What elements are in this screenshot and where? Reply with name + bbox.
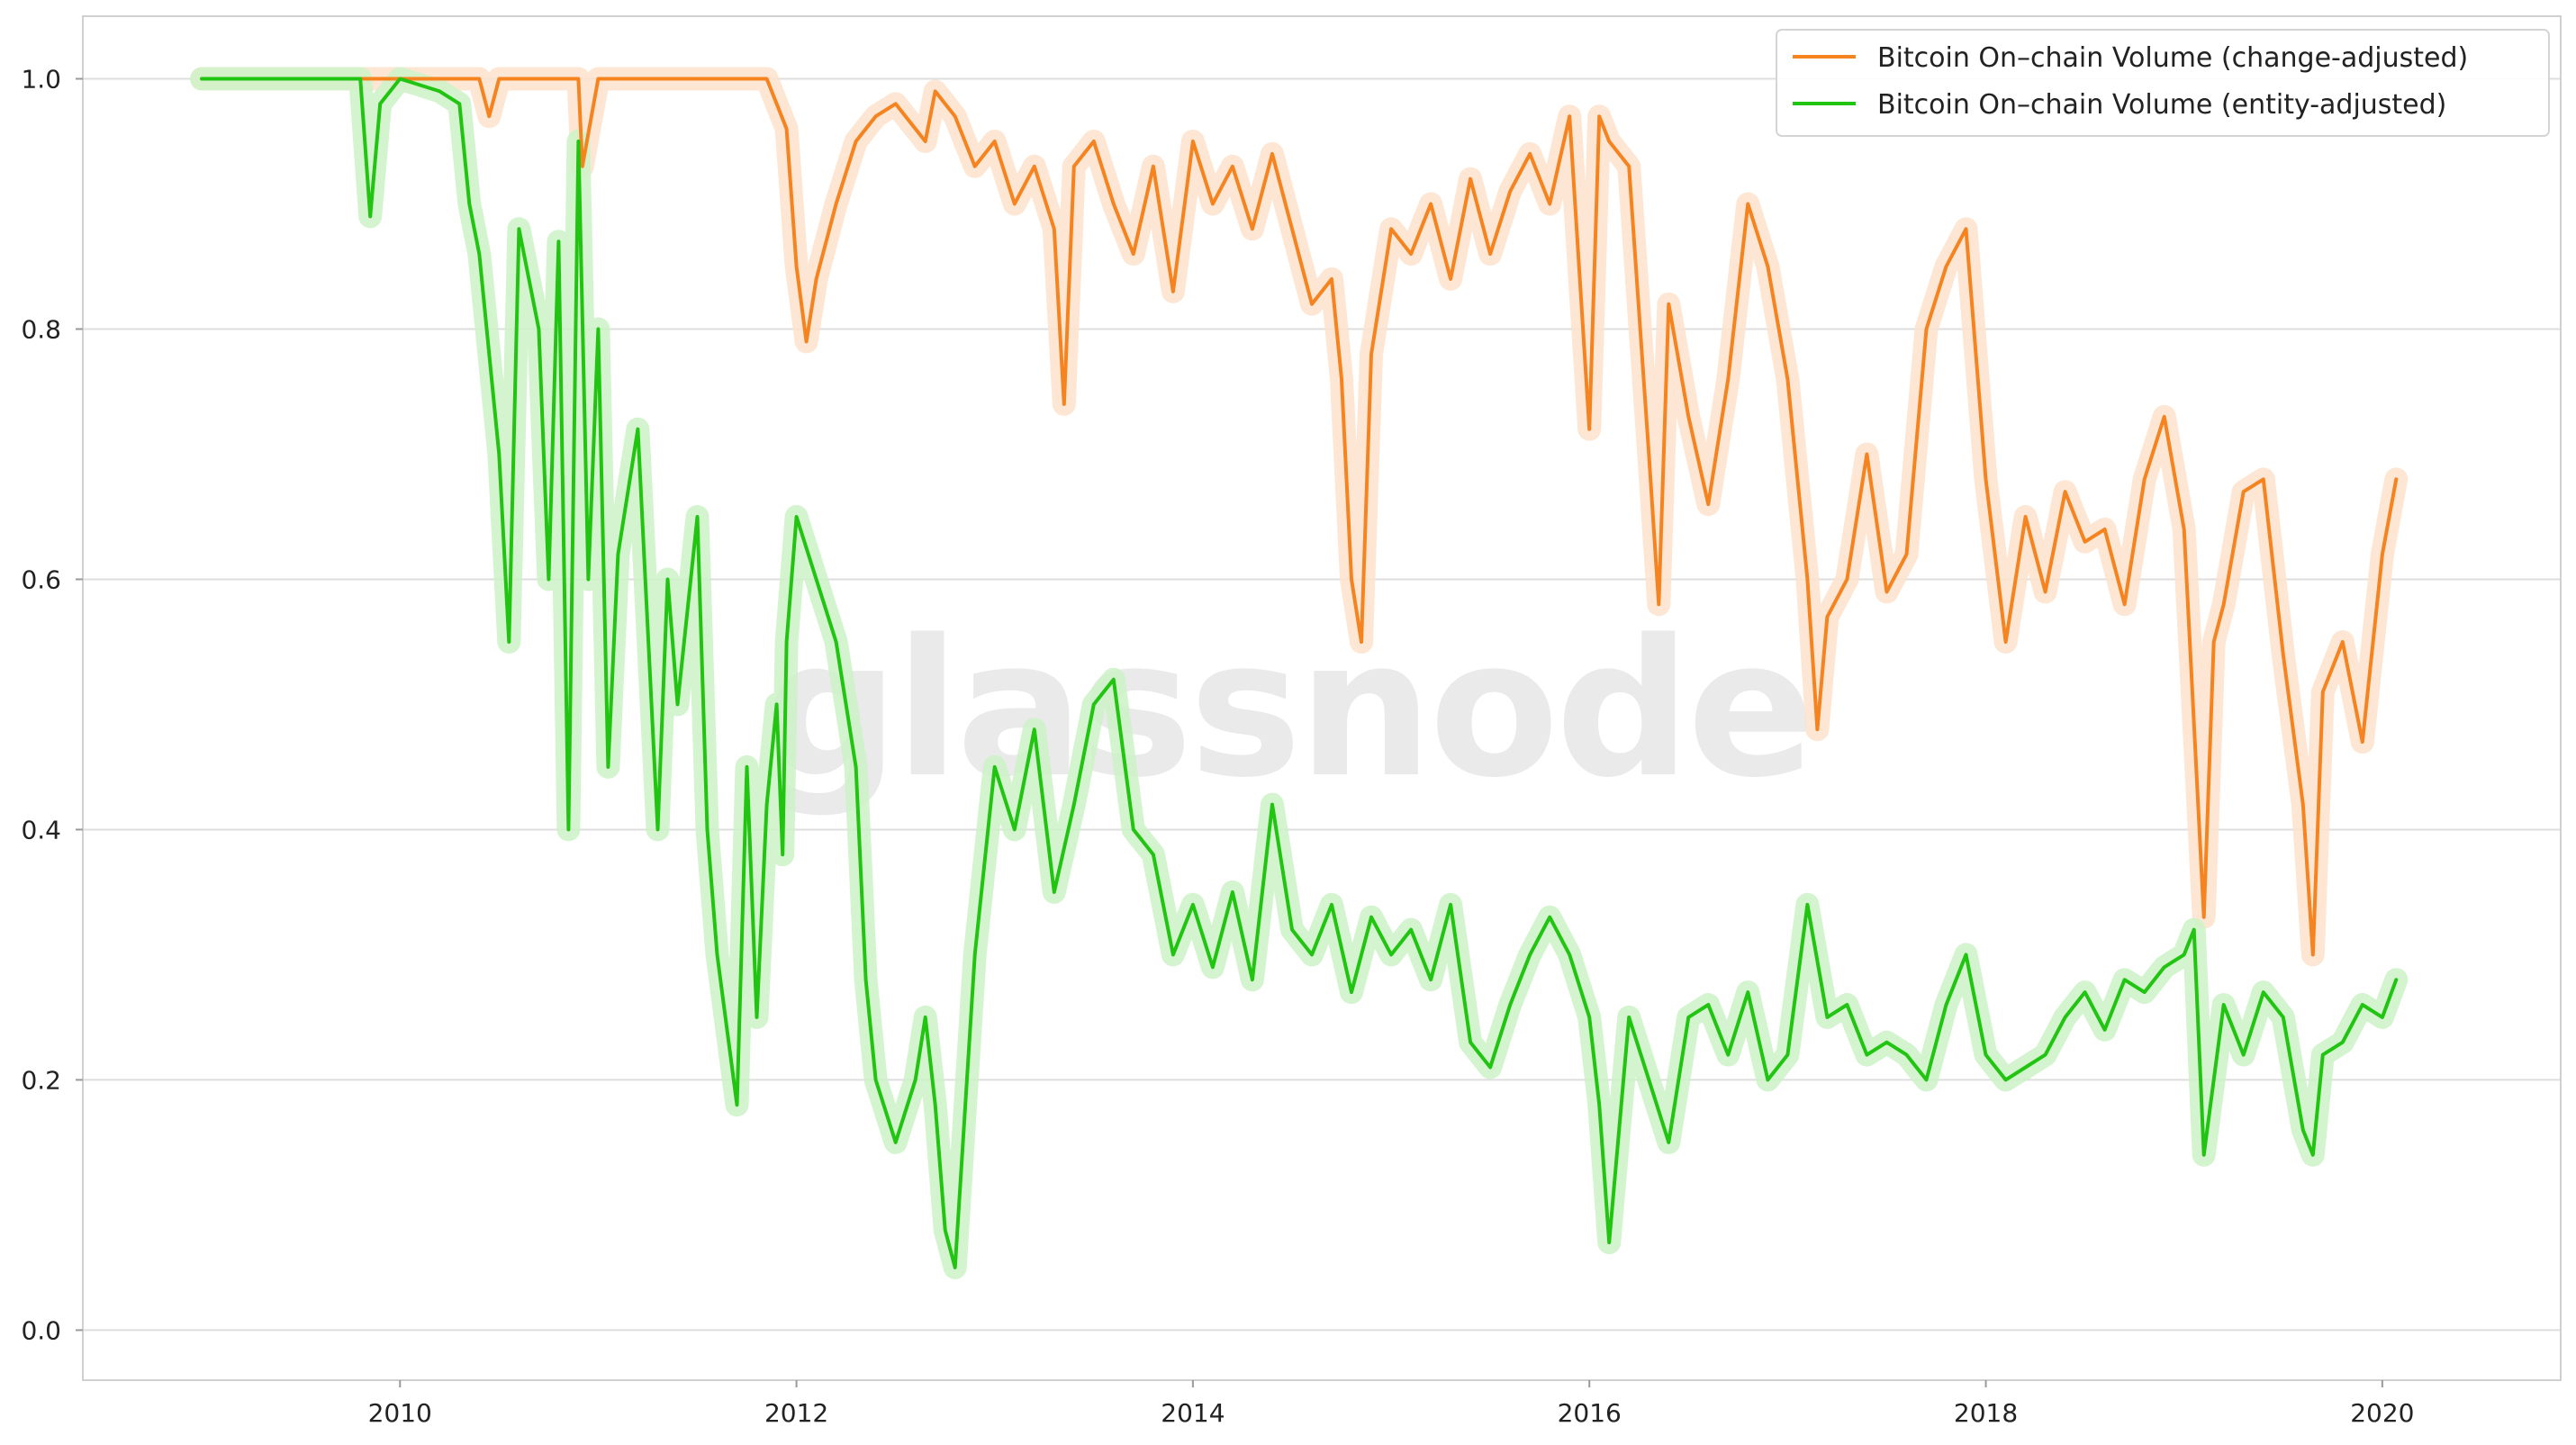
y-tick-label: 0.6: [21, 564, 61, 594]
x-tick-label: 2012: [764, 1398, 828, 1428]
legend-label-entity-adjusted: Bitcoin On–chain Volume (entity-adjusted…: [1877, 89, 2446, 121]
x-tick-label: 2016: [1558, 1398, 1622, 1428]
y-tick-label: 0.0: [21, 1315, 61, 1345]
y-tick-label: 0.4: [21, 815, 61, 844]
x-tick-label: 2014: [1161, 1398, 1225, 1428]
y-tick-label: 0.8: [21, 314, 61, 344]
legend-label-change-adjusted: Bitcoin On–chain Volume (change-adjusted…: [1877, 42, 2468, 74]
x-tick-label: 2018: [1954, 1398, 2018, 1428]
legend: Bitcoin On–chain Volume (change-adjusted…: [1776, 30, 2549, 136]
y-tick-label: 1.0: [21, 64, 61, 94]
y-tick-label: 0.2: [21, 1065, 61, 1095]
watermark-text: glassnode: [764, 599, 1812, 819]
x-tick-label: 2020: [2350, 1398, 2414, 1428]
x-tick-label: 2010: [368, 1398, 432, 1428]
